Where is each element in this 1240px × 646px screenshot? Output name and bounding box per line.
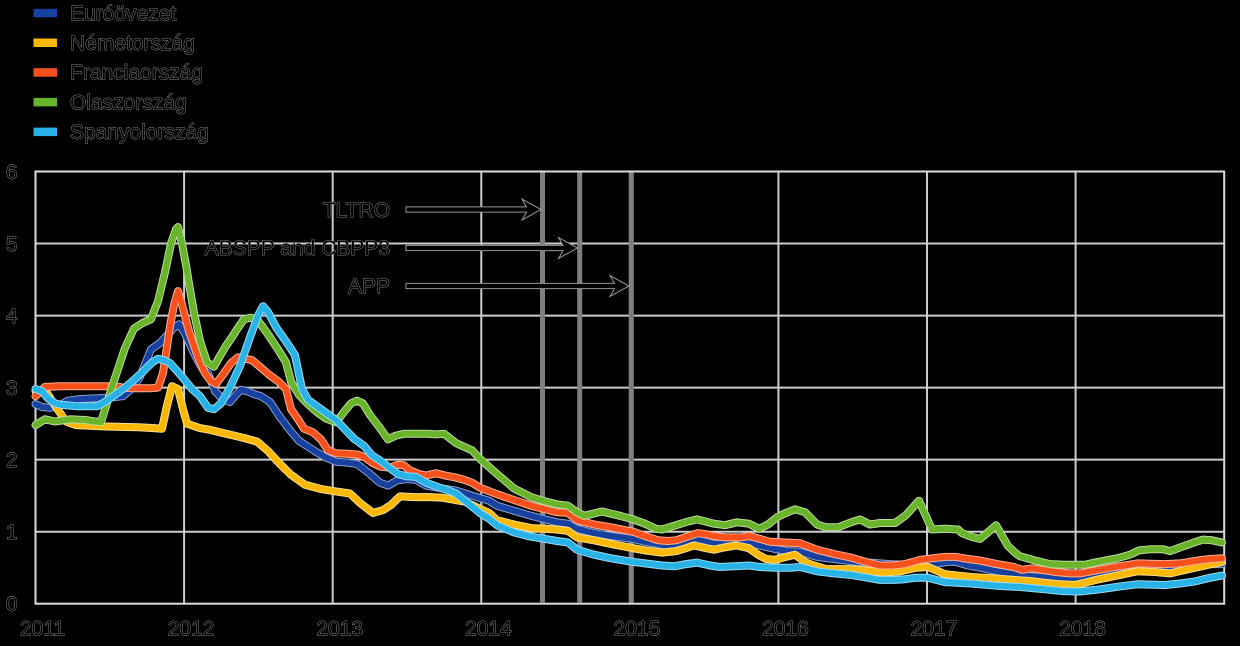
svg-text:1: 1 [6, 521, 18, 544]
svg-text:ABSPP and CBPP3: ABSPP and CBPP3 [205, 237, 390, 260]
svg-text:2018: 2018 [1059, 618, 1106, 641]
svg-text:2014: 2014 [465, 618, 512, 641]
svg-text:APP: APP [348, 275, 390, 298]
svg-text:2017: 2017 [911, 618, 958, 641]
svg-text:2016: 2016 [762, 618, 809, 641]
svg-text:TLTRO: TLTRO [323, 199, 390, 222]
svg-text:2013: 2013 [316, 618, 363, 641]
svg-text:Spanyolország: Spanyolország [70, 121, 209, 144]
svg-text:2: 2 [6, 449, 18, 472]
svg-text:5: 5 [6, 233, 18, 256]
svg-text:Euróövezet: Euróövezet [70, 2, 176, 25]
svg-text:0: 0 [6, 593, 18, 616]
svg-text:2011: 2011 [20, 618, 65, 641]
svg-text:2015: 2015 [614, 618, 661, 641]
svg-text:2012: 2012 [168, 618, 215, 641]
svg-text:Franciaország: Franciaország [70, 62, 203, 85]
svg-text:4: 4 [6, 305, 18, 328]
svg-text:Németország: Németország [70, 32, 195, 55]
svg-text:Olaszország: Olaszország [70, 91, 187, 114]
svg-text:3: 3 [6, 377, 18, 400]
svg-text:6: 6 [6, 161, 18, 184]
